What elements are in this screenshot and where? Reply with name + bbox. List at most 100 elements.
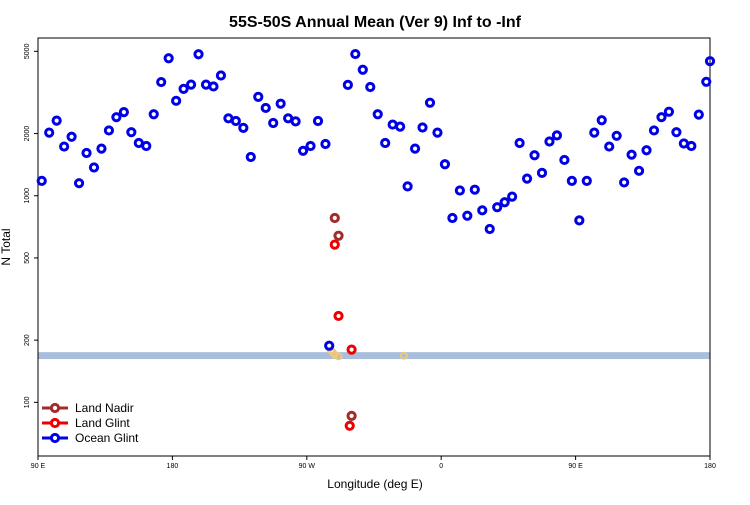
legend-label-land-nadir: Land Nadir (75, 401, 134, 415)
ocean-glint-point-19 (178, 83, 189, 94)
legend-marker-ocean-glint (49, 432, 61, 444)
ocean-glint-point-5 (73, 178, 85, 189)
ocean-glint-point-18 (171, 95, 182, 106)
ocean-glint-point-40 (350, 48, 361, 60)
ocean-glint-point-81 (656, 112, 667, 123)
y-tick-label-0: 100 (24, 396, 31, 408)
ocean-glint-point-15 (148, 109, 159, 120)
ocean-glint-point-27 (238, 122, 249, 133)
ocean-glint-point-82 (663, 106, 675, 117)
ocean-glint-point-67 (551, 130, 563, 141)
ocean-glint-point-32 (275, 98, 286, 109)
x-axis: 90 E 180 90 W 0 90 E 180 (31, 456, 716, 470)
ocean-glint-point-47 (402, 181, 413, 192)
ocean-glint-point-54 (454, 185, 465, 196)
land-nadir-point-1 (333, 230, 344, 241)
ocean-glint-point-73 (596, 115, 607, 126)
ocean-glint-point-9 (103, 125, 115, 136)
ocean-glint-point-68 (559, 154, 570, 166)
ocean-glint-point-39 (342, 79, 353, 90)
ocean-glint-point-83 (671, 127, 682, 138)
legend-marker-land-nadir (49, 402, 61, 414)
y-tick-label-2: 500 (24, 252, 31, 264)
ocean-glint-point-61 (507, 191, 518, 202)
ocean-glint-point-87 (701, 76, 712, 87)
ocean-glint-point-8 (96, 143, 107, 154)
ocean-glint-point-1 (44, 127, 55, 138)
ocean-glint-point-14 (141, 140, 152, 152)
ocean-glint-point-29 (253, 91, 264, 102)
ocean-glint-point-35 (297, 145, 309, 156)
ocean-glint-point-10 (111, 112, 122, 123)
ocean-glint-point-41 (357, 64, 368, 75)
ocean-glint-point-42 (365, 81, 376, 93)
ocean-glint-point-71 (581, 175, 592, 186)
ocean-glint-point-44 (380, 137, 391, 149)
ocean-glint-point-3 (59, 141, 70, 152)
y-axis: 100 200 500 1000 2000 5000 (24, 43, 38, 408)
ocean-glint-point-58 (484, 223, 495, 235)
legend-label-ocean-glint: Ocean Glint (75, 431, 139, 445)
y-tick-label-5: 5000 (24, 43, 31, 59)
ocean-glint-point-62 (514, 137, 525, 149)
x-tick-label-3: 0 (439, 463, 443, 470)
land-glint-point-0 (329, 239, 340, 250)
ocean-glint-point-7 (88, 162, 100, 173)
ocean-glint-point-2 (51, 115, 62, 126)
x-tick-label-0: 90 E (31, 463, 46, 470)
ocean-glint-point-79 (641, 145, 652, 156)
ocean-glint-point-85 (686, 140, 697, 152)
land-nadir-point-2 (346, 410, 357, 421)
ocean-glint-point-63 (521, 173, 533, 184)
ocean-glint-point-65 (536, 167, 548, 178)
ocean-glint-point-16 (156, 76, 167, 88)
ocean-glint-point-74 (604, 141, 615, 152)
ocean-glint-point-34 (290, 116, 301, 127)
ocean-glint-point-80 (648, 125, 660, 136)
ocean-glint-point-50 (424, 97, 436, 108)
ocean-glint-point-78 (633, 165, 645, 176)
ocean-nadir-point-4 (399, 351, 408, 360)
ocean-glint-point-66 (544, 136, 555, 147)
reference-band (38, 352, 710, 360)
ocean-nadir-point-3 (334, 352, 343, 361)
x-axis-label: Longitude (deg E) (327, 477, 422, 491)
ocean-glint-point-26 (230, 115, 241, 127)
ocean-glint-point-55 (462, 210, 473, 221)
ocean-glint-point-51 (432, 127, 443, 138)
ocean-glint-point-72 (589, 127, 600, 138)
land-glint-point-2 (346, 344, 357, 355)
ocean-glint-point-59 (492, 202, 503, 213)
ocean-glint-point-28 (245, 151, 256, 163)
ocean-glint-point-70 (574, 215, 585, 226)
band-layer (38, 352, 710, 360)
plot-area-frame (37, 37, 711, 457)
points-layer (36, 48, 716, 431)
ocean-glint-point-56 (469, 184, 480, 195)
ocean-glint-point-17 (163, 53, 174, 64)
ocean-glint-point-37 (312, 115, 324, 127)
ocean-glint-point-86 (693, 109, 704, 120)
ocean-glint-point-60 (499, 197, 510, 208)
ocean-glint-point-43 (372, 109, 383, 120)
ocean-glint-point-69 (566, 175, 577, 186)
ocean-glint-point-4 (66, 131, 77, 142)
land-glint-point-1 (333, 310, 344, 322)
ocean-glint-point-76 (619, 177, 630, 188)
y-tick-label-3: 1000 (24, 188, 31, 204)
ocean-glint-point-48 (409, 143, 421, 154)
x-tick-label-1: 180 (167, 463, 179, 470)
y-tick-label-1: 200 (24, 334, 31, 346)
y-axis-label: N Total (0, 228, 13, 265)
land-glint-point-3 (344, 420, 355, 431)
ocean-glint-point-52 (439, 159, 451, 170)
ocean-glint-point-30 (260, 102, 271, 114)
ocean-glint-point-23 (208, 81, 219, 92)
ocean-glint-point-77 (626, 149, 637, 160)
ocean-glint-point-75 (611, 130, 622, 141)
ocean-glint-point-88 (704, 56, 716, 67)
x-tick-label-4: 90 E (568, 463, 583, 470)
x-tick-label-2: 90 W (299, 463, 316, 470)
